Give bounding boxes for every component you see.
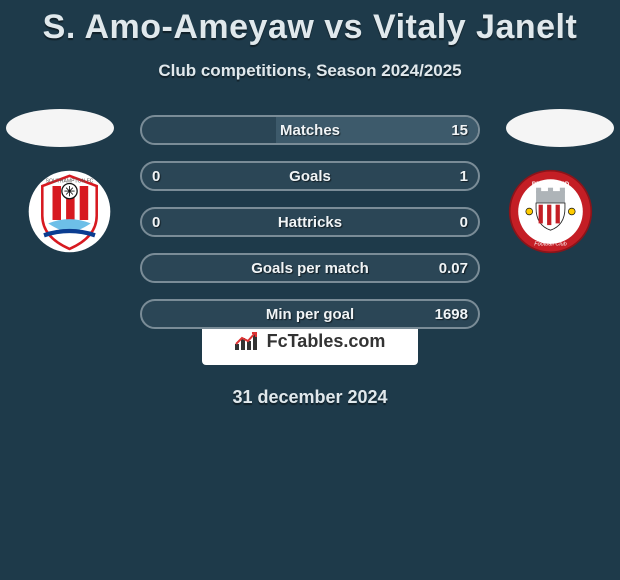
- player-photo-right-placeholder: [506, 109, 614, 147]
- stat-bar: 0.07 Goals per match: [140, 253, 480, 283]
- stat-bar: 0 0 Hattricks: [140, 207, 480, 237]
- svg-text:BRENTFORD: BRENTFORD: [532, 182, 570, 188]
- date-footer: 31 december 2024: [0, 387, 620, 408]
- svg-text:SOUTHAMPTON FC: SOUTHAMPTON FC: [46, 179, 94, 185]
- stat-bar: 1698 Min per goal: [140, 299, 480, 329]
- club-crest-left: SOUTHAMPTON FC: [20, 169, 119, 254]
- club-crest-right: BRENTFORD Football Club: [501, 169, 600, 254]
- stat-value-right: 0.07: [439, 255, 468, 281]
- stat-value-right: 1: [460, 163, 468, 189]
- page-title: S. Amo-Ameyaw vs Vitaly Janelt: [0, 0, 620, 47]
- stat-bar: 15 Matches: [140, 115, 480, 145]
- page-subtitle: Club competitions, Season 2024/2025: [0, 61, 620, 81]
- stat-value-left: 0: [152, 209, 160, 235]
- stat-value-right: 0: [460, 209, 468, 235]
- stat-label: Hattricks: [278, 209, 342, 235]
- player-photo-left-placeholder: [6, 109, 114, 147]
- stat-label: Goals: [289, 163, 331, 189]
- southampton-crest-icon: SOUTHAMPTON FC: [20, 169, 119, 254]
- stat-value-right: 1698: [435, 301, 468, 327]
- stat-value-left: 0: [152, 163, 160, 189]
- stat-bar: 0 1 Goals: [140, 161, 480, 191]
- svg-text:Football Club: Football Club: [534, 242, 567, 248]
- stat-bars: 15 Matches 0 1 Goals 0 0 Hattricks 0.07 Goals per…: [140, 115, 480, 345]
- stat-value-right: 15: [451, 117, 468, 143]
- stat-label: Min per goal: [266, 301, 354, 327]
- stat-label: Matches: [280, 117, 340, 143]
- stat-label: Goals per match: [251, 255, 369, 281]
- brentford-crest-icon: BRENTFORD Football Club: [501, 169, 600, 254]
